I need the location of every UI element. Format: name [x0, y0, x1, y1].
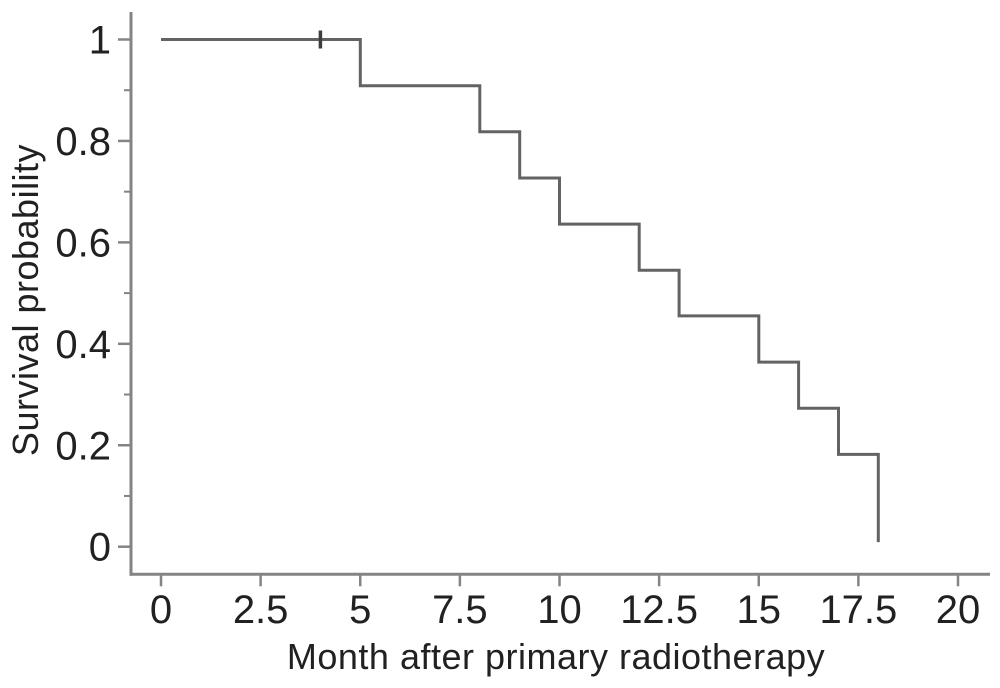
x-axis-tick-label: 2.5	[233, 588, 289, 632]
y-axis-tick-label: 0.6	[55, 221, 111, 265]
y-axis-tick-label: 0.8	[55, 120, 111, 164]
km-step-curve	[161, 38, 880, 543]
x-axis-title: Month after primary radiotherapy	[286, 636, 826, 677]
x-axis-tick-label: 5	[349, 588, 371, 632]
x-axis-tick-label: 7.5	[432, 588, 488, 632]
y-axis-tick-label: 1	[89, 19, 111, 63]
x-axis-tick-label: 0	[150, 588, 172, 632]
x-axis-tick-label: 20	[936, 588, 981, 632]
y-axis-tick-label: 0.2	[55, 424, 111, 468]
x-axis-tick-label: 10	[537, 588, 582, 632]
x-axis-tick-label: 15	[737, 588, 782, 632]
y-axis-tick-label: 0	[89, 526, 111, 570]
y-axis-tick-label: 0.4	[55, 323, 111, 367]
x-axis-tick-label: 12.5	[620, 588, 698, 632]
x-axis-tick-label: 17.5	[819, 588, 897, 632]
y-axis-title: Survival probability	[5, 143, 46, 457]
